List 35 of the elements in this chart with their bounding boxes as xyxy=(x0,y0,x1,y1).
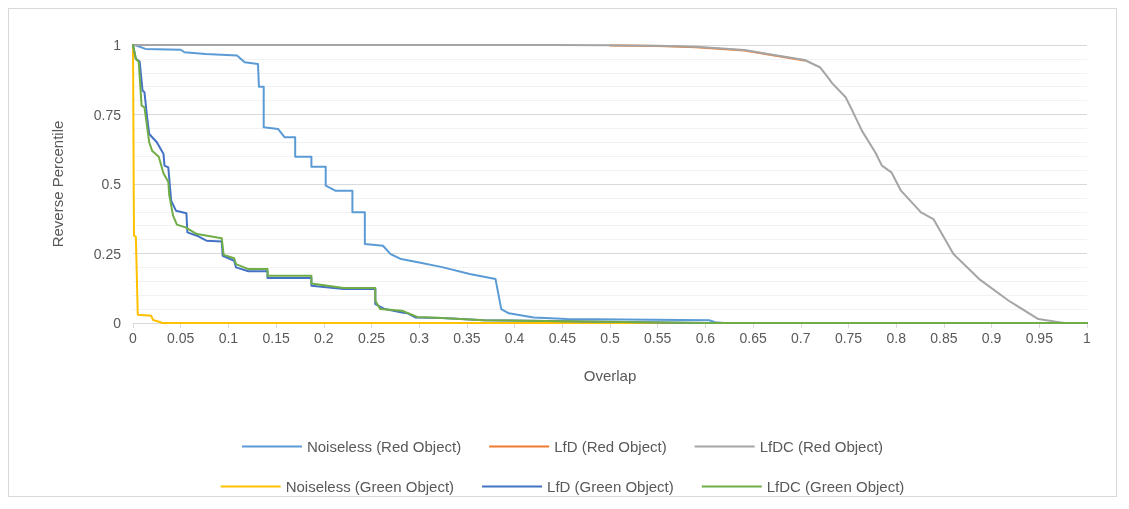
legend-label: LfDC (Red Object) xyxy=(759,438,884,455)
x-tick-label: 0.1 xyxy=(218,330,239,346)
x-tick-label: 0.6 xyxy=(695,330,716,346)
x-tick-label: 0.55 xyxy=(644,330,672,346)
y-tick-label: 0.75 xyxy=(93,106,122,123)
legend-label: Noiseless (Red Object) xyxy=(306,438,462,455)
legend-label: Noiseless (Green Object) xyxy=(285,478,455,495)
x-tick-label: 0.85 xyxy=(930,330,958,346)
legend-label: LfD (Red Object) xyxy=(554,438,667,455)
y-tick-label: 1 xyxy=(113,37,122,53)
line-series xyxy=(132,44,1088,324)
x-tick-label: 0.75 xyxy=(834,330,863,346)
x-tick-label: 1 xyxy=(1083,330,1092,346)
x-tick-label: 0.95 xyxy=(1025,330,1054,346)
y-tick-label: 0 xyxy=(113,315,122,331)
x-tick-label: 0.65 xyxy=(739,330,767,346)
y-tick-label: 0.5 xyxy=(101,176,122,192)
x-tick-label: 0.7 xyxy=(791,330,811,346)
x-tick-label: 0 xyxy=(129,330,138,346)
x-tick-label: 0.8 xyxy=(886,330,907,346)
x-tick-label: 0.45 xyxy=(548,330,577,346)
y-tick-label: 0.25 xyxy=(93,245,122,262)
x-tick-label: 0.15 xyxy=(262,330,290,346)
y-axis-title: Reverse Percentile xyxy=(49,120,66,248)
x-axis-title: Overlap xyxy=(583,367,637,384)
legend-label: LfD (Green Object) xyxy=(547,478,674,495)
x-tick-label: 0.35 xyxy=(453,330,481,346)
x-tick-label: 0.25 xyxy=(357,330,386,346)
x-tick-label: 0.5 xyxy=(600,330,620,346)
x-tick-label: 0.3 xyxy=(409,330,430,346)
x-tick-label: 0.05 xyxy=(167,330,195,346)
x-tick-label: 0.4 xyxy=(504,330,525,346)
x-tick-label: 0.9 xyxy=(981,330,1002,346)
x-tick-label: 0.2 xyxy=(314,330,334,346)
legend-label: LfDC (Green Object) xyxy=(766,478,905,495)
